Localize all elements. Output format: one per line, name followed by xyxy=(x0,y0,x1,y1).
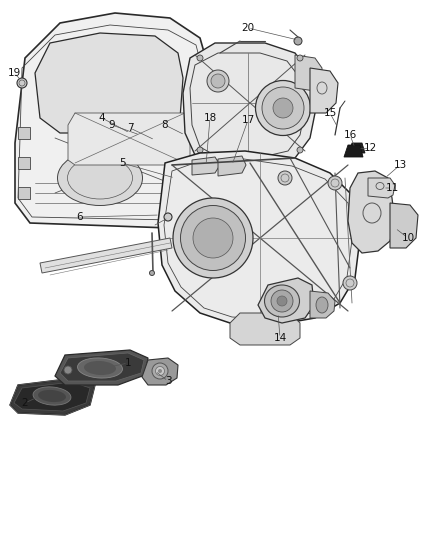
Text: 9: 9 xyxy=(109,120,115,130)
Ellipse shape xyxy=(277,296,287,306)
Polygon shape xyxy=(192,157,220,175)
Text: 14: 14 xyxy=(273,333,286,343)
Text: 5: 5 xyxy=(119,158,125,168)
Polygon shape xyxy=(344,145,363,157)
Polygon shape xyxy=(310,291,335,318)
Polygon shape xyxy=(368,178,395,198)
Polygon shape xyxy=(35,33,183,133)
Ellipse shape xyxy=(297,147,303,153)
Ellipse shape xyxy=(288,296,302,310)
Ellipse shape xyxy=(173,198,253,278)
Polygon shape xyxy=(295,55,322,91)
Ellipse shape xyxy=(57,150,142,206)
Polygon shape xyxy=(55,350,148,385)
Text: 6: 6 xyxy=(77,212,83,222)
Text: 18: 18 xyxy=(203,113,217,123)
Ellipse shape xyxy=(297,55,303,61)
Ellipse shape xyxy=(164,213,172,221)
Ellipse shape xyxy=(180,206,246,271)
Ellipse shape xyxy=(271,290,293,312)
Text: 8: 8 xyxy=(162,120,168,130)
Ellipse shape xyxy=(273,98,293,118)
Polygon shape xyxy=(18,157,30,169)
Polygon shape xyxy=(230,313,300,345)
Text: 15: 15 xyxy=(323,108,337,118)
Ellipse shape xyxy=(84,361,116,375)
Polygon shape xyxy=(18,127,30,139)
Ellipse shape xyxy=(149,271,155,276)
Polygon shape xyxy=(15,13,210,228)
Polygon shape xyxy=(390,203,418,248)
Text: 12: 12 xyxy=(364,143,377,153)
Ellipse shape xyxy=(158,369,162,373)
Ellipse shape xyxy=(155,367,165,376)
Ellipse shape xyxy=(211,74,225,88)
Polygon shape xyxy=(348,171,395,253)
Text: 11: 11 xyxy=(385,183,399,193)
Ellipse shape xyxy=(64,366,72,374)
Ellipse shape xyxy=(328,176,342,190)
Ellipse shape xyxy=(17,78,27,88)
Polygon shape xyxy=(158,151,360,325)
Polygon shape xyxy=(40,238,172,273)
Polygon shape xyxy=(18,187,30,199)
Text: 17: 17 xyxy=(241,115,254,125)
Text: 19: 19 xyxy=(7,68,21,78)
Ellipse shape xyxy=(152,363,168,379)
Polygon shape xyxy=(10,378,95,415)
Text: 16: 16 xyxy=(343,130,357,140)
Text: 1: 1 xyxy=(125,358,131,368)
Ellipse shape xyxy=(262,87,304,129)
Ellipse shape xyxy=(197,147,203,153)
Ellipse shape xyxy=(78,358,123,378)
Ellipse shape xyxy=(278,171,292,185)
Polygon shape xyxy=(349,143,365,153)
Text: 7: 7 xyxy=(127,123,133,133)
Ellipse shape xyxy=(265,285,300,317)
Polygon shape xyxy=(60,353,144,381)
Polygon shape xyxy=(258,278,314,323)
Ellipse shape xyxy=(255,80,311,135)
Ellipse shape xyxy=(193,218,233,258)
Ellipse shape xyxy=(316,297,328,313)
Polygon shape xyxy=(142,358,178,385)
Text: 13: 13 xyxy=(393,160,406,170)
Ellipse shape xyxy=(197,55,203,61)
Text: 10: 10 xyxy=(402,233,414,243)
Text: 3: 3 xyxy=(165,376,171,386)
Polygon shape xyxy=(218,156,246,176)
Ellipse shape xyxy=(294,37,302,45)
Polygon shape xyxy=(310,68,338,113)
Ellipse shape xyxy=(33,387,71,405)
Text: 4: 4 xyxy=(99,113,105,123)
Text: 20: 20 xyxy=(241,23,254,33)
Ellipse shape xyxy=(343,276,357,290)
Polygon shape xyxy=(183,43,315,165)
Ellipse shape xyxy=(38,390,66,402)
Polygon shape xyxy=(68,113,190,165)
Polygon shape xyxy=(14,382,90,411)
Ellipse shape xyxy=(207,70,229,92)
Text: 2: 2 xyxy=(22,398,28,408)
